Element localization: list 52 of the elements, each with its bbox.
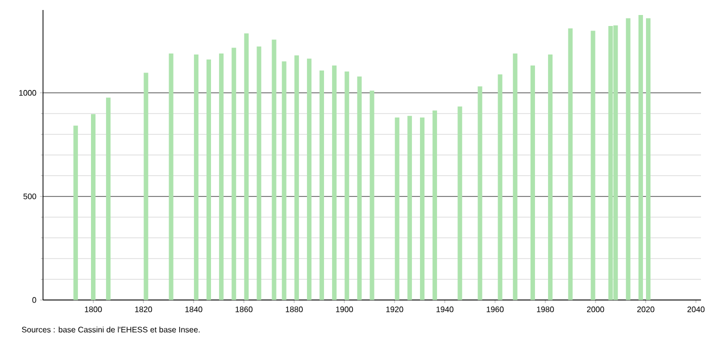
bar [344, 72, 350, 300]
bar [646, 18, 650, 300]
x-tick-label: 1800 [84, 306, 102, 312]
bar [370, 90, 374, 300]
bar [244, 33, 249, 300]
x-tick-label: 2020 [637, 306, 654, 312]
x-tick-label: 1960 [486, 306, 504, 312]
bar [168, 53, 174, 300]
bar [432, 110, 438, 300]
bar [282, 61, 286, 300]
y-tick-label: 0 [32, 297, 36, 303]
bar [219, 53, 224, 300]
x-tick-label: 1920 [386, 306, 404, 312]
bar [144, 72, 148, 300]
bar [626, 18, 630, 300]
bar [420, 118, 424, 300]
bar [498, 74, 502, 300]
bar [256, 46, 262, 300]
bar [206, 60, 212, 300]
y-tick-label: 1000 [19, 90, 36, 96]
x-tick-label: 2040 [687, 306, 705, 312]
bar [106, 98, 111, 300]
bar [568, 28, 573, 300]
bar [194, 54, 198, 300]
x-tick-label: 1880 [286, 306, 303, 312]
bar [407, 116, 412, 300]
bar [320, 70, 324, 300]
bar [306, 58, 312, 300]
bar [478, 86, 482, 300]
bar [530, 66, 535, 300]
x-tick-label: 1840 [185, 306, 202, 312]
bar [548, 54, 553, 300]
bar [458, 106, 462, 300]
bar [90, 114, 96, 300]
x-tick-label: 2000 [587, 306, 604, 312]
x-tick-label: 1980 [537, 306, 554, 312]
bar [394, 118, 400, 300]
bar [73, 126, 78, 300]
bar [232, 48, 236, 300]
bar [272, 40, 276, 300]
bar [332, 66, 337, 300]
bar [294, 55, 299, 300]
bar [638, 14, 643, 300]
bar [357, 76, 362, 300]
source-note: Sources : base Cassini de l'EHESS et base Insee. [22, 326, 200, 332]
x-tick-label: 1820 [135, 306, 152, 312]
bar [512, 53, 518, 300]
y-tick-label: 500 [23, 194, 36, 200]
x-tick-label: 1860 [236, 306, 253, 312]
bar [590, 30, 596, 300]
x-tick-label: 1940 [436, 306, 454, 312]
x-tick-label: 1900 [336, 306, 353, 312]
